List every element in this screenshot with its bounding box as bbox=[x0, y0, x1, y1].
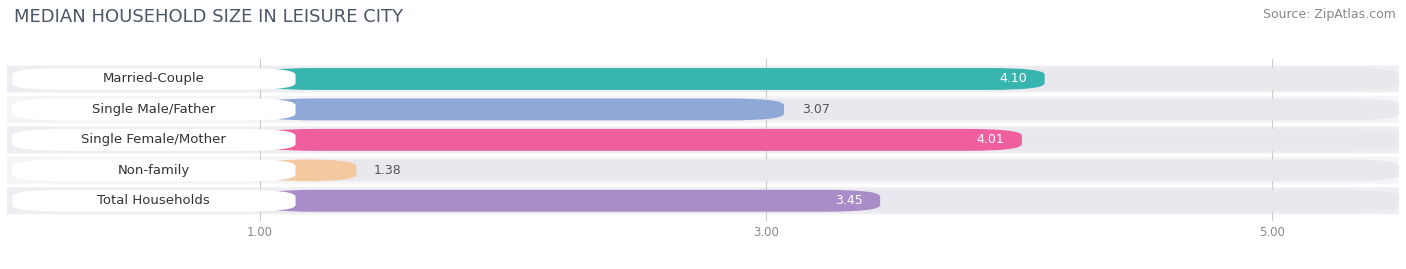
Text: Total Households: Total Households bbox=[97, 194, 209, 207]
FancyBboxPatch shape bbox=[7, 66, 1399, 92]
FancyBboxPatch shape bbox=[7, 157, 1399, 184]
Text: 1.38: 1.38 bbox=[374, 164, 402, 177]
Text: Source: ZipAtlas.com: Source: ZipAtlas.com bbox=[1263, 8, 1396, 21]
FancyBboxPatch shape bbox=[13, 129, 295, 151]
Text: MEDIAN HOUSEHOLD SIZE IN LEISURE CITY: MEDIAN HOUSEHOLD SIZE IN LEISURE CITY bbox=[14, 8, 404, 26]
FancyBboxPatch shape bbox=[260, 98, 1399, 121]
FancyBboxPatch shape bbox=[260, 159, 356, 181]
FancyBboxPatch shape bbox=[260, 190, 1399, 212]
Text: Non-family: Non-family bbox=[118, 164, 190, 177]
FancyBboxPatch shape bbox=[260, 190, 880, 212]
FancyBboxPatch shape bbox=[260, 159, 1399, 181]
FancyBboxPatch shape bbox=[260, 129, 1399, 151]
Text: 3.07: 3.07 bbox=[801, 103, 830, 116]
FancyBboxPatch shape bbox=[260, 98, 785, 121]
FancyBboxPatch shape bbox=[260, 129, 1022, 151]
Text: Single Female/Mother: Single Female/Mother bbox=[82, 133, 226, 146]
FancyBboxPatch shape bbox=[13, 159, 295, 181]
FancyBboxPatch shape bbox=[13, 98, 295, 121]
FancyBboxPatch shape bbox=[7, 187, 1399, 214]
Text: 3.45: 3.45 bbox=[835, 194, 862, 207]
FancyBboxPatch shape bbox=[260, 68, 1399, 90]
FancyBboxPatch shape bbox=[7, 96, 1399, 123]
FancyBboxPatch shape bbox=[260, 68, 1045, 90]
FancyBboxPatch shape bbox=[13, 190, 295, 212]
Text: 4.10: 4.10 bbox=[1000, 72, 1026, 86]
Text: Married-Couple: Married-Couple bbox=[103, 72, 205, 86]
Text: Single Male/Father: Single Male/Father bbox=[93, 103, 215, 116]
Text: 4.01: 4.01 bbox=[976, 133, 1004, 146]
FancyBboxPatch shape bbox=[7, 126, 1399, 153]
FancyBboxPatch shape bbox=[13, 68, 295, 90]
